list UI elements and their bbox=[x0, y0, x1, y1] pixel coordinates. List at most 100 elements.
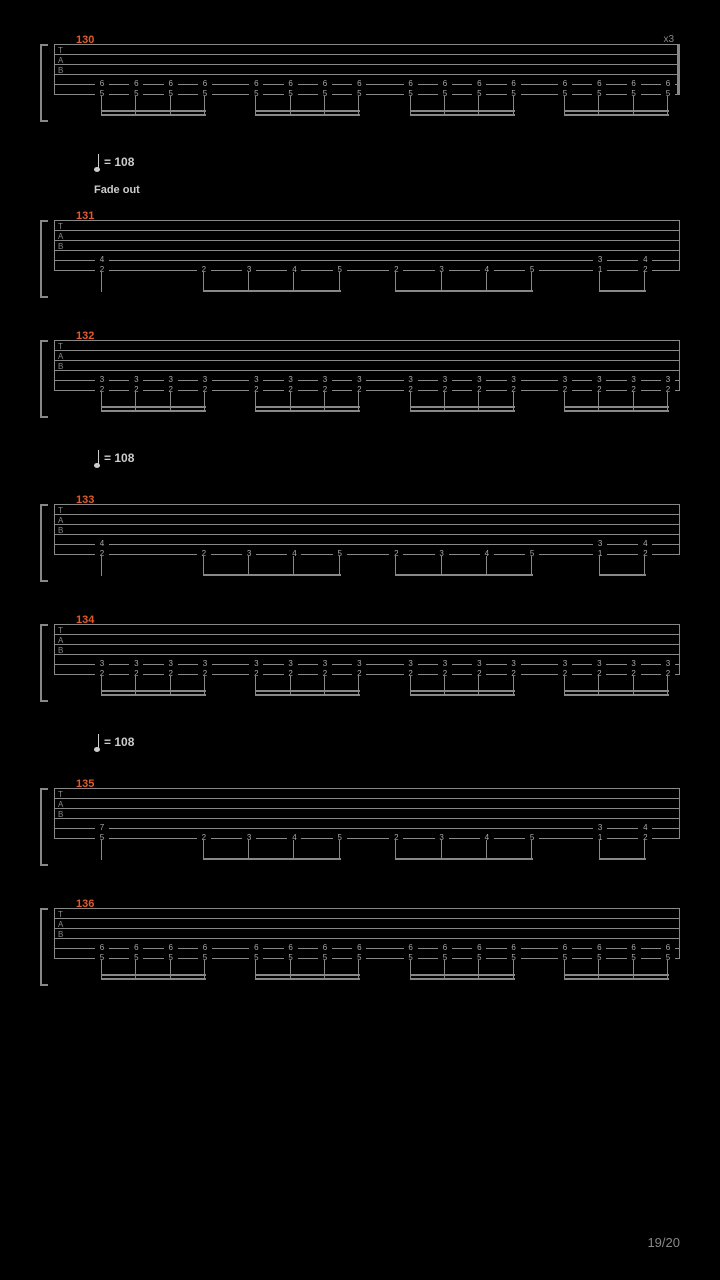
fret-number: 4 bbox=[480, 834, 494, 842]
fret-number: 5 bbox=[627, 954, 641, 962]
system-bracket bbox=[40, 220, 48, 298]
fret-number: 5 bbox=[284, 90, 298, 98]
fret-number: 6 bbox=[129, 944, 143, 952]
fret-number: 5 bbox=[164, 954, 178, 962]
fret-number: 5 bbox=[558, 90, 572, 98]
fret-number: 6 bbox=[592, 80, 606, 88]
fret-number: 3 bbox=[284, 376, 298, 384]
fret-number: 6 bbox=[404, 944, 418, 952]
fret-number: 4 bbox=[287, 266, 301, 274]
fret-number: 2 bbox=[95, 550, 109, 558]
fret-number: 6 bbox=[661, 80, 675, 88]
fret-number: 5 bbox=[507, 90, 521, 98]
fret-number: 2 bbox=[627, 386, 641, 394]
fret-number: 3 bbox=[507, 376, 521, 384]
fret-number: 2 bbox=[352, 386, 366, 394]
fret-number: 1 bbox=[593, 266, 607, 274]
direction-text: Fade out bbox=[94, 184, 680, 196]
fret-number: 3 bbox=[95, 660, 109, 668]
fret-number: 2 bbox=[284, 386, 298, 394]
fret-number: 6 bbox=[472, 80, 486, 88]
system-bracket bbox=[40, 44, 48, 122]
fret-number: 4 bbox=[287, 550, 301, 558]
fret-number: 2 bbox=[95, 266, 109, 274]
page-number: 19/20 bbox=[647, 1235, 680, 1250]
fret-number: 2 bbox=[129, 386, 143, 394]
fret-number: 2 bbox=[198, 670, 212, 678]
fret-number: 5 bbox=[95, 954, 109, 962]
fret-number: 6 bbox=[164, 944, 178, 952]
fret-number: 3 bbox=[435, 834, 449, 842]
fret-number: 3 bbox=[242, 550, 256, 558]
fret-number: 5 bbox=[95, 90, 109, 98]
fret-number: 2 bbox=[95, 386, 109, 394]
fret-number: 5 bbox=[249, 90, 263, 98]
fret-number: 3 bbox=[593, 824, 607, 832]
fret-number: 3 bbox=[198, 660, 212, 668]
system-bracket bbox=[40, 340, 48, 418]
fret-number: 2 bbox=[661, 670, 675, 678]
fret-number: 6 bbox=[627, 80, 641, 88]
system-bracket bbox=[40, 504, 48, 582]
fret-number: 3 bbox=[435, 266, 449, 274]
fret-number: 3 bbox=[438, 660, 452, 668]
fret-number: 2 bbox=[638, 834, 652, 842]
fret-number: 2 bbox=[284, 670, 298, 678]
fret-number: 5 bbox=[198, 90, 212, 98]
measure-134: 134TAB32323232323232323232323232323232 bbox=[40, 614, 680, 704]
fret-number: 4 bbox=[480, 266, 494, 274]
measure-131: 131TAB42234523453142 bbox=[40, 210, 680, 300]
fret-number: 3 bbox=[558, 660, 572, 668]
fret-number: 6 bbox=[318, 944, 332, 952]
fret-number: 6 bbox=[472, 944, 486, 952]
measure-132: 132TAB32323232323232323232323232323232 bbox=[40, 330, 680, 420]
fret-number: 2 bbox=[198, 386, 212, 394]
fret-number: 6 bbox=[129, 80, 143, 88]
fret-number: 5 bbox=[558, 954, 572, 962]
fret-number: 2 bbox=[318, 386, 332, 394]
fret-number: 6 bbox=[558, 80, 572, 88]
fret-number: 5 bbox=[525, 266, 539, 274]
fret-number: 6 bbox=[164, 80, 178, 88]
fret-number: 3 bbox=[627, 376, 641, 384]
fret-number: 5 bbox=[472, 954, 486, 962]
fret-number: 5 bbox=[592, 954, 606, 962]
fret-number: 3 bbox=[661, 376, 675, 384]
fret-number: 3 bbox=[592, 660, 606, 668]
fret-number: 6 bbox=[198, 80, 212, 88]
fret-number: 4 bbox=[638, 540, 652, 548]
tempo-marking: = 108 bbox=[94, 734, 680, 764]
fret-number: 2 bbox=[627, 670, 641, 678]
fret-number: 6 bbox=[404, 80, 418, 88]
system-bracket bbox=[40, 908, 48, 986]
fret-number: 6 bbox=[95, 944, 109, 952]
fret-number: 5 bbox=[333, 550, 347, 558]
fret-number: 3 bbox=[249, 660, 263, 668]
fret-number: 5 bbox=[661, 90, 675, 98]
fret-number: 2 bbox=[389, 266, 403, 274]
fret-number: 6 bbox=[507, 80, 521, 88]
quarter-note-icon bbox=[94, 450, 100, 468]
fret-number: 2 bbox=[438, 386, 452, 394]
fret-number: 5 bbox=[507, 954, 521, 962]
fret-number: 5 bbox=[164, 90, 178, 98]
fret-number: 5 bbox=[95, 834, 109, 842]
fret-number: 2 bbox=[164, 670, 178, 678]
fret-number: 2 bbox=[592, 386, 606, 394]
measure-133: 133TAB42234523453142 bbox=[40, 494, 680, 584]
fret-number: 3 bbox=[438, 376, 452, 384]
tempo-marking: = 108 bbox=[94, 450, 680, 480]
quarter-note-icon bbox=[94, 154, 100, 172]
fret-number: 4 bbox=[638, 824, 652, 832]
fret-number: 6 bbox=[198, 944, 212, 952]
fret-number: 2 bbox=[197, 266, 211, 274]
fret-number: 3 bbox=[284, 660, 298, 668]
fret-number: 5 bbox=[438, 90, 452, 98]
fret-number: 6 bbox=[95, 80, 109, 88]
fret-number: 2 bbox=[592, 670, 606, 678]
fret-number: 2 bbox=[197, 834, 211, 842]
quarter-note-icon bbox=[94, 734, 100, 752]
fret-number: 6 bbox=[352, 944, 366, 952]
fret-number: 3 bbox=[352, 376, 366, 384]
fret-number: 4 bbox=[95, 256, 109, 264]
